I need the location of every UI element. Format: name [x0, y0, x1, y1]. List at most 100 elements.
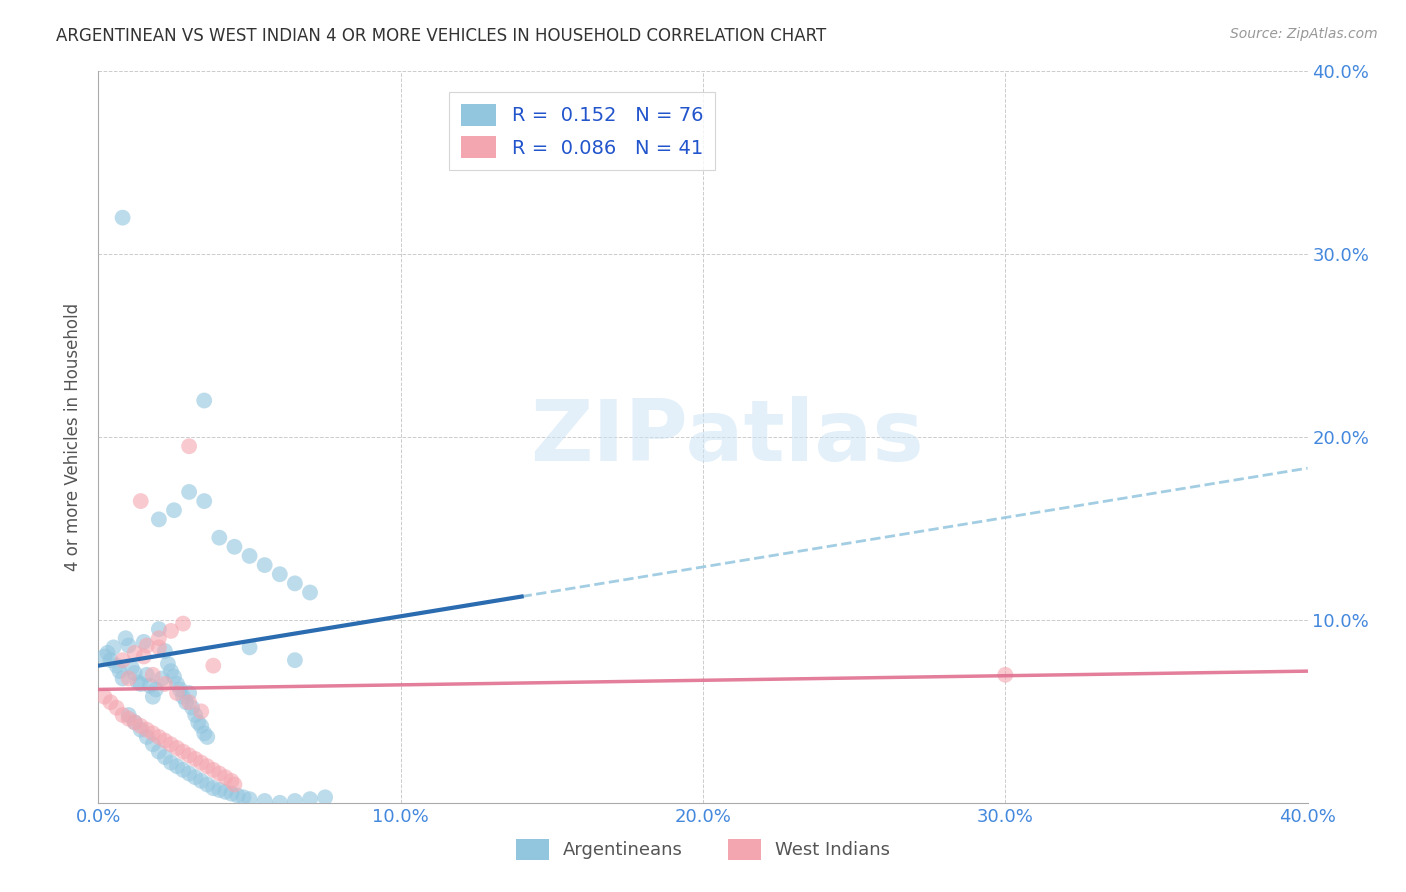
Point: [124, 665, 146, 680]
Point: [135, 723, 157, 737]
Point: [142, 667, 165, 681]
Point: [184, 752, 207, 766]
Point: [132, 635, 155, 649]
Point: [163, 503, 186, 517]
Point: [114, 632, 136, 646]
Text: ZIPatlas: ZIPatlas: [530, 395, 924, 479]
Point: [169, 682, 191, 697]
Point: [148, 640, 170, 655]
Point: [150, 672, 173, 686]
Point: [153, 733, 176, 747]
Point: [226, 789, 249, 803]
Point: [214, 785, 236, 799]
Point: [166, 677, 188, 691]
Point: [148, 745, 170, 759]
Point: [135, 667, 157, 681]
Point: [195, 730, 218, 744]
Point: [124, 715, 146, 730]
Point: [195, 759, 218, 773]
Point: [127, 675, 149, 690]
Point: [124, 646, 146, 660]
Point: [187, 715, 209, 730]
Point: [179, 439, 201, 453]
Point: [160, 664, 183, 678]
Point: [172, 616, 194, 631]
Point: [179, 766, 201, 780]
Text: Source: ZipAtlas.com: Source: ZipAtlas.com: [1230, 27, 1378, 41]
Point: [190, 705, 212, 719]
Y-axis label: 4 or more Vehicles in Household: 4 or more Vehicles in Household: [65, 303, 83, 571]
Point: [93, 649, 115, 664]
Point: [284, 653, 307, 667]
Point: [105, 700, 128, 714]
Point: [163, 670, 186, 684]
Point: [148, 730, 170, 744]
Point: [135, 730, 157, 744]
Point: [239, 640, 262, 655]
Point: [994, 667, 1017, 681]
Point: [221, 787, 243, 801]
Point: [179, 686, 201, 700]
Point: [96, 646, 118, 660]
Point: [100, 653, 122, 667]
Point: [195, 778, 218, 792]
Point: [202, 763, 225, 777]
Point: [108, 664, 131, 678]
Point: [214, 770, 236, 784]
Point: [193, 726, 215, 740]
Point: [269, 796, 291, 810]
Point: [224, 778, 246, 792]
Point: [153, 750, 176, 764]
Point: [132, 649, 155, 664]
Point: [111, 653, 134, 667]
Point: [232, 790, 254, 805]
Point: [121, 660, 143, 674]
Point: [299, 792, 322, 806]
Point: [166, 740, 188, 755]
Point: [208, 783, 231, 797]
Text: ARGENTINEAN VS WEST INDIAN 4 OR MORE VEHICLES IN HOUSEHOLD CORRELATION CHART: ARGENTINEAN VS WEST INDIAN 4 OR MORE VEH…: [56, 27, 827, 45]
Point: [193, 393, 215, 408]
Point: [105, 658, 128, 673]
Point: [166, 686, 188, 700]
Point: [208, 531, 231, 545]
Point: [142, 690, 165, 704]
Point: [148, 512, 170, 526]
Point: [193, 494, 215, 508]
Point: [153, 644, 176, 658]
Point: [253, 558, 276, 573]
Point: [129, 677, 152, 691]
Point: [139, 679, 162, 693]
Point: [284, 576, 307, 591]
Point: [148, 632, 170, 646]
Point: [124, 715, 146, 730]
Point: [314, 790, 336, 805]
Point: [299, 585, 322, 599]
Point: [181, 700, 204, 714]
Point: [118, 639, 141, 653]
Point: [145, 682, 167, 697]
Point: [253, 794, 276, 808]
Point: [103, 640, 125, 655]
Point: [118, 712, 141, 726]
Point: [156, 657, 179, 671]
Point: [166, 759, 188, 773]
Point: [179, 485, 201, 500]
Point: [118, 708, 141, 723]
Point: [190, 773, 212, 788]
Point: [239, 792, 262, 806]
Point: [184, 770, 207, 784]
Point: [172, 763, 194, 777]
Point: [221, 773, 243, 788]
Point: [172, 690, 194, 704]
Point: [172, 745, 194, 759]
Point: [142, 737, 165, 751]
Point: [129, 723, 152, 737]
Legend: Argentineans, West Indians: Argentineans, West Indians: [509, 831, 897, 867]
Point: [118, 672, 141, 686]
Point: [190, 719, 212, 733]
Point: [179, 695, 201, 709]
Point: [153, 677, 176, 691]
Point: [148, 622, 170, 636]
Point: [202, 781, 225, 796]
